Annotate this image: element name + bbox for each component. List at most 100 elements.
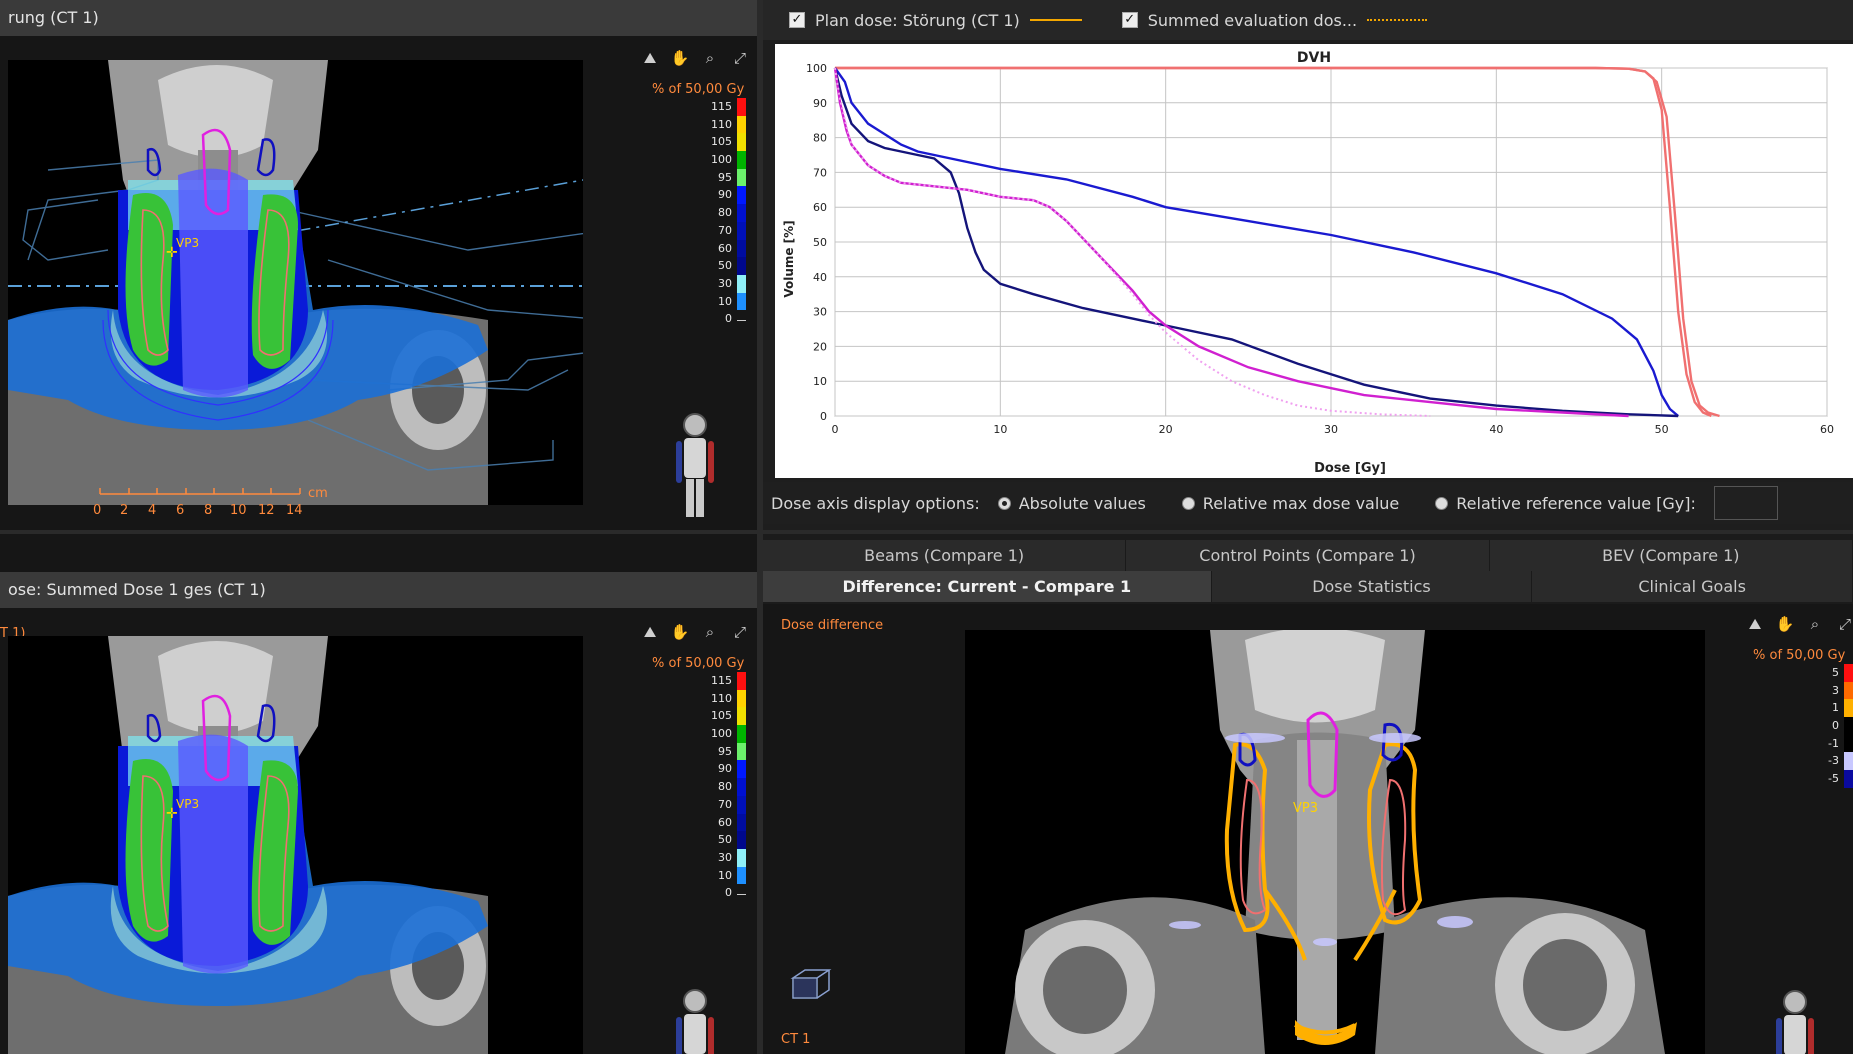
x-tick-label: 20 bbox=[1159, 423, 1173, 436]
scale-level: 90 bbox=[686, 186, 746, 205]
svg-text:✛: ✛ bbox=[166, 245, 178, 261]
tab-bev[interactable]: BEV (Compare 1) bbox=[1490, 540, 1853, 571]
dose-color-scale: 115 110 105 100 95 90 80 70 60 50 30 10 … bbox=[686, 98, 746, 328]
tab-clinical-goals[interactable]: Clinical Goals bbox=[1532, 571, 1853, 602]
fit-view-icon[interactable]: ⤢ bbox=[733, 49, 746, 67]
scale-level: 100 bbox=[686, 151, 746, 169]
y-tick-label: 70 bbox=[813, 166, 827, 179]
x-tick-label: 60 bbox=[1820, 423, 1834, 436]
magnifier-icon[interactable]: ⌕ bbox=[705, 623, 715, 641]
scale-level: 115 bbox=[686, 98, 746, 116]
x-tick-label: 50 bbox=[1655, 423, 1669, 436]
dvh-panel: ✓ Plan dose: Störung (CT 1) ✓ Summed eva… bbox=[763, 0, 1853, 530]
pan-hand-icon[interactable]: ✋ bbox=[670, 623, 690, 641]
roi-label: VP3 bbox=[176, 797, 199, 811]
y-tick-label: 60 bbox=[813, 201, 827, 214]
relative-reference-radio[interactable]: Relative reference value [Gy]: bbox=[1435, 494, 1696, 513]
y-tick-label: 90 bbox=[813, 97, 827, 110]
y-tick-label: 100 bbox=[806, 62, 827, 75]
bottom-left-view-panel: ose: Summed Dose 1 ges (CT 1) T 1) bbox=[0, 534, 757, 1054]
scale-level: 70 bbox=[686, 221, 746, 240]
scale-level: 0 bbox=[686, 310, 746, 328]
dvh-curve-6[interactable] bbox=[834, 67, 1431, 417]
scale-level: 110 bbox=[686, 115, 746, 134]
dose-color-scale: 115 110 105 100 95 90 80 70 60 50 30 10 … bbox=[686, 672, 746, 902]
scale-level: 100 bbox=[686, 725, 746, 743]
scale-level: 60 bbox=[686, 239, 746, 258]
x-tick-label: 10 bbox=[993, 423, 1007, 436]
radio-selected-icon bbox=[997, 496, 1011, 510]
tab-dose-statistics[interactable]: Dose Statistics bbox=[1212, 571, 1533, 602]
dose-scale-title: % of 50,00 Gy bbox=[652, 82, 745, 97]
scale-level: 90 bbox=[686, 760, 746, 779]
scale-level: 5 bbox=[1793, 664, 1853, 682]
fit-view-icon[interactable]: ⤢ bbox=[1838, 615, 1851, 633]
scale-level: 0 bbox=[686, 884, 746, 902]
radio-icon bbox=[1181, 496, 1195, 510]
right-horizontal-splitter[interactable] bbox=[763, 530, 1853, 534]
scale-level: -1 bbox=[1793, 734, 1853, 753]
y-tick-label: 10 bbox=[813, 375, 827, 388]
bottom-left-ct-image[interactable]: VP3 ✛ bbox=[8, 636, 583, 1054]
relative-max-radio[interactable]: Relative max dose value bbox=[1181, 494, 1399, 513]
plan-dose-checkbox[interactable]: ✓ bbox=[789, 12, 805, 28]
reference-value-input[interactable] bbox=[1713, 486, 1778, 520]
magnifier-icon[interactable]: ⌕ bbox=[705, 49, 715, 67]
x-tick-label: 30 bbox=[1324, 423, 1338, 436]
y-tick-label: 50 bbox=[813, 236, 827, 249]
dvh-curve-3[interactable] bbox=[834, 67, 1679, 417]
scale-level: 80 bbox=[686, 778, 746, 796]
top-left-view-toolbar: ⛰ ✋ ⌕ ⤢ bbox=[640, 48, 750, 68]
dvh-curve-5[interactable] bbox=[833, 67, 1629, 418]
fit-view-icon[interactable]: ⤢ bbox=[733, 623, 746, 641]
dose-scale-title: % of 50,00 Gy bbox=[652, 656, 745, 671]
scale-level: 3 bbox=[1793, 681, 1853, 700]
scale-level: 30 bbox=[686, 274, 746, 293]
scale-level: 10 bbox=[686, 866, 746, 885]
tab-beams[interactable]: Beams (Compare 1) bbox=[763, 540, 1127, 571]
zoom-window-icon[interactable]: ⛰ bbox=[643, 623, 657, 641]
difference-scale-title: % of 50,00 Gy bbox=[1753, 648, 1846, 663]
vertical-splitter[interactable] bbox=[757, 0, 763, 1054]
scale-level: 95 bbox=[686, 742, 746, 761]
top-left-ct-image[interactable]: VP3 ✛ bbox=[8, 60, 583, 505]
ruler-labels: 0 2 4 6 8 10 12 14 bbox=[93, 503, 303, 518]
pan-hand-icon[interactable]: ✋ bbox=[1775, 615, 1795, 633]
scale-level: 0 bbox=[1793, 717, 1853, 735]
summed-dose-checkbox[interactable]: ✓ bbox=[1121, 12, 1138, 28]
scale-level: 70 bbox=[686, 795, 746, 814]
3d-cube-icon[interactable] bbox=[785, 964, 835, 1004]
tab-row-2: Difference: Current - Compare 1 Dose Sta… bbox=[763, 571, 1853, 602]
scale-level: 50 bbox=[686, 257, 746, 275]
dose-axis-label: Dose axis display options: bbox=[771, 493, 980, 513]
y-axis-label: Volume [%] bbox=[782, 220, 796, 297]
scale-level: -3 bbox=[1793, 752, 1853, 771]
y-tick-label: 0 bbox=[820, 410, 827, 423]
difference-view-panel: Dose difference bbox=[763, 604, 1853, 1054]
dose-axis-options: Dose axis display options: Absolute valu… bbox=[763, 482, 1853, 524]
zoom-window-icon[interactable]: ⛰ bbox=[643, 49, 657, 67]
difference-ct-image[interactable]: VP3 bbox=[965, 630, 1705, 1054]
bottom-left-view-toolbar: ⛰ ✋ ⌕ ⤢ bbox=[640, 622, 750, 642]
orientation-mannequin[interactable] bbox=[675, 413, 715, 518]
x-tick-label: 40 bbox=[1489, 423, 1503, 436]
tab-control-points[interactable]: Control Points (Compare 1) bbox=[1126, 540, 1490, 571]
absolute-values-radio[interactable]: Absolute values bbox=[997, 494, 1146, 513]
dvh-curve-4[interactable] bbox=[833, 67, 1679, 418]
zoom-window-icon[interactable]: ⛰ bbox=[1748, 615, 1762, 633]
pan-hand-icon[interactable]: ✋ bbox=[670, 49, 690, 67]
dvh-chart[interactable]: DVH Dose [Gy] Volume [%] 0 10 20 30 40 50 60 0 1… bbox=[775, 44, 1853, 478]
scale-level: 105 bbox=[686, 707, 746, 726]
bottom-left-view-title: ose: Summed Dose 1 ges (CT 1) bbox=[0, 572, 757, 608]
ruler bbox=[99, 488, 301, 495]
scale-level: 95 bbox=[686, 168, 746, 187]
dvh-curve-2[interactable] bbox=[835, 66, 1720, 418]
y-tick-label: 40 bbox=[813, 271, 827, 284]
left-horizontal-splitter[interactable] bbox=[0, 530, 757, 534]
orientation-mannequin[interactable] bbox=[675, 989, 715, 1054]
y-tick-label: 20 bbox=[813, 340, 827, 353]
magnifier-icon[interactable]: ⌕ bbox=[1810, 615, 1820, 633]
tab-difference[interactable]: Difference: Current - Compare 1 bbox=[763, 571, 1212, 602]
top-left-view-title: rung (CT 1) bbox=[0, 0, 757, 36]
orientation-mannequin[interactable] bbox=[1775, 990, 1815, 1054]
